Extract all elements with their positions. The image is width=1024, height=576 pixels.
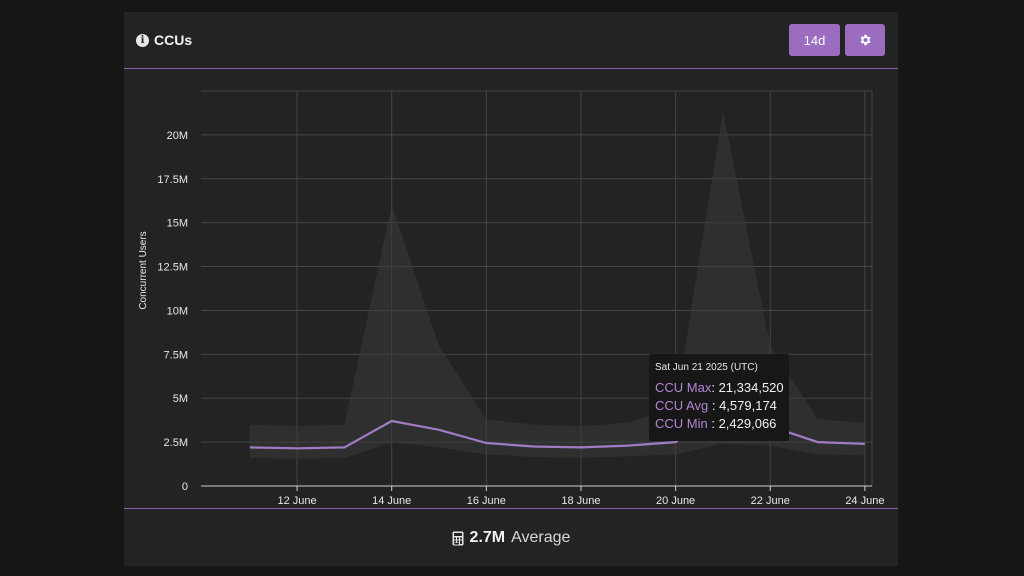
y-tick-label: 10M <box>167 305 188 317</box>
ccu-chart-svg: 0 2.5M 5M 7.5M 10M 12.5M 15M 17.5M 20M 12 June 14 … <box>138 90 884 507</box>
card-footer: 2.7M Average <box>124 508 898 567</box>
average-summary: 2.7M Average <box>452 529 571 547</box>
x-tick-label: 12 June <box>277 495 316 507</box>
tooltip-min-value: 2,429,066 <box>718 416 777 431</box>
tooltip-min-row: CCU Min : 2,429,066 <box>655 416 777 431</box>
title-text: CCUs <box>154 32 193 48</box>
x-tick-label: 16 June <box>467 495 506 507</box>
tooltip-avg-label: CCU Avg <box>655 398 709 413</box>
time-range-button[interactable]: 14d <box>789 24 840 56</box>
tooltip-avg-row: CCU Avg : 4,579,174 <box>655 398 777 413</box>
card-title: i CCUs <box>136 30 192 50</box>
y-tick-label: 17.5M <box>157 174 188 186</box>
ccu-chart: 0 2.5M 5M 7.5M 10M 12.5M 15M 17.5M 20M 12 June 14 … <box>124 69 898 508</box>
y-tick-label: 0 <box>182 481 188 493</box>
x-tick-label: 14 June <box>372 495 411 507</box>
tooltip-max-value: 21,334,520 <box>718 380 784 395</box>
info-icon[interactable]: i <box>136 33 149 47</box>
calculator-icon <box>452 531 464 545</box>
chart-tooltip: Sat Jun 21 2025 (UTC) CCU Max: 21,334,52… <box>649 354 789 441</box>
x-tick-label: 18 June <box>561 495 600 507</box>
average-label: Average <box>511 529 571 546</box>
y-tick-label: 5M <box>173 393 188 405</box>
gear-icon <box>860 34 871 46</box>
card-header: i CCUs 14d <box>124 12 898 69</box>
x-tick-label: 20 June <box>656 495 695 507</box>
average-value: 2.7M <box>469 529 506 546</box>
tooltip-avg-value: 4,579,174 <box>719 398 777 413</box>
settings-button[interactable] <box>845 24 885 56</box>
y-tick-label: 15M <box>167 218 188 230</box>
x-tick-label: 22 June <box>751 495 790 507</box>
y-tick-label: 2.5M <box>164 437 188 449</box>
y-tick-label: 12.5M <box>157 262 188 274</box>
y-tick-label: 7.5M <box>164 349 188 361</box>
y-axis-title: Concurrent Users <box>138 231 149 309</box>
tooltip-max-label: CCU Max <box>655 380 712 395</box>
x-tick-label: 24 June <box>845 495 884 507</box>
y-tick-label: 20M <box>167 130 188 142</box>
ccu-card: i CCUs 14d 0 2.5M 5M 7.5M 10M 12.5M 15M 17.5M 20… <box>124 12 898 566</box>
tooltip-max-row: CCU Max: 21,334,520 <box>655 380 784 395</box>
tooltip-min-label: CCU Min <box>655 416 708 431</box>
tooltip-date: Sat Jun 21 2025 (UTC) <box>655 362 758 373</box>
